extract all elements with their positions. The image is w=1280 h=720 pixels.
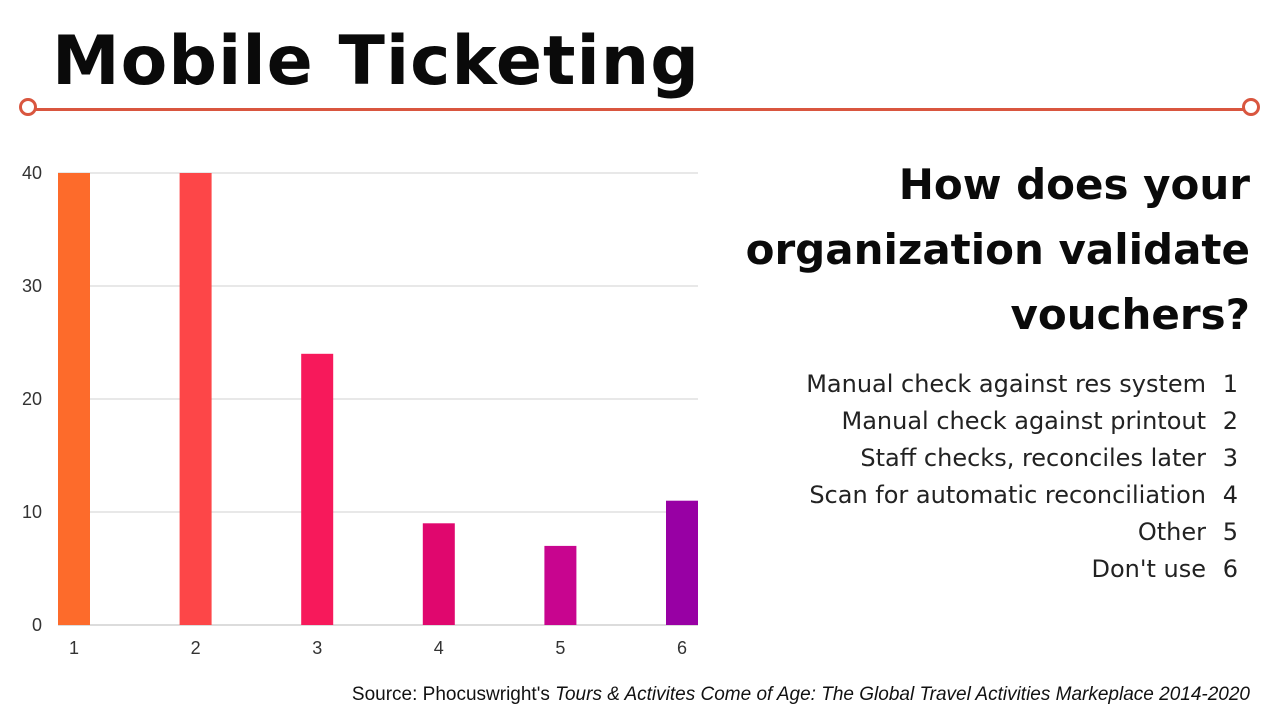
legend-number: 6: [1222, 555, 1238, 583]
legend-item: Manual check against res system 1: [806, 366, 1238, 403]
bar: [301, 353, 334, 625]
y-tick-label: 30: [22, 276, 42, 296]
bar-chart: 0 10 20 30 40 1 2 3 4 5 6: [22, 163, 698, 658]
legend-number: 4: [1222, 481, 1238, 509]
y-tick-label: 40: [22, 163, 42, 183]
page-title: Mobile Ticketing: [52, 22, 700, 101]
bar: [179, 173, 212, 625]
question-heading: How does your organization validate vouc…: [745, 160, 1250, 339]
legend-number: 3: [1222, 444, 1238, 472]
legend-item: Don't use 6: [806, 551, 1239, 588]
source-citation: Source: Phocuswright's Tours & Activites…: [352, 684, 1250, 706]
legend-item: Staff checks, reconciles later 3: [806, 440, 1238, 477]
x-tick-label: 1: [69, 638, 79, 658]
legend-label: Don't use: [1091, 555, 1207, 583]
source-prefix: Source: Phocuswright's: [351, 684, 556, 705]
legend-item: Other 5: [806, 514, 1238, 551]
bar: [58, 173, 90, 625]
category-legend: Manual check against res system 1 Manual…: [806, 366, 1238, 588]
y-tick-label: 20: [22, 389, 42, 409]
legend-number: 1: [1222, 370, 1238, 398]
bar: [666, 500, 698, 625]
legend-label: Other: [1137, 518, 1206, 546]
x-tick-label: 3: [312, 638, 322, 658]
divider-left-circle: [19, 98, 37, 116]
y-tick-label: 0: [32, 615, 42, 635]
x-tick-label: 6: [677, 638, 687, 658]
legend-label: Scan for automatic reconciliation: [809, 481, 1206, 509]
legend-item: Scan for automatic reconciliation 4: [806, 477, 1238, 514]
bar: [422, 523, 455, 625]
bar: [544, 545, 577, 625]
legend-label: Staff checks, reconciles later: [860, 444, 1206, 472]
x-tick-label: 2: [191, 638, 201, 658]
title-divider-line: [28, 108, 1252, 111]
divider-right-circle: [1242, 98, 1260, 116]
legend-number: 2: [1222, 407, 1238, 435]
y-tick-label: 10: [22, 502, 42, 522]
legend-number: 5: [1222, 518, 1238, 546]
legend-item: Manual check against printout 2: [806, 403, 1239, 440]
legend-label: Manual check against res system: [806, 370, 1206, 398]
source-title: Tours & Activites Come of Age: The Globa…: [555, 684, 1250, 705]
x-tick-label: 4: [434, 638, 444, 658]
x-tick-label: 5: [555, 638, 565, 658]
legend-label: Manual check against printout: [841, 407, 1207, 435]
